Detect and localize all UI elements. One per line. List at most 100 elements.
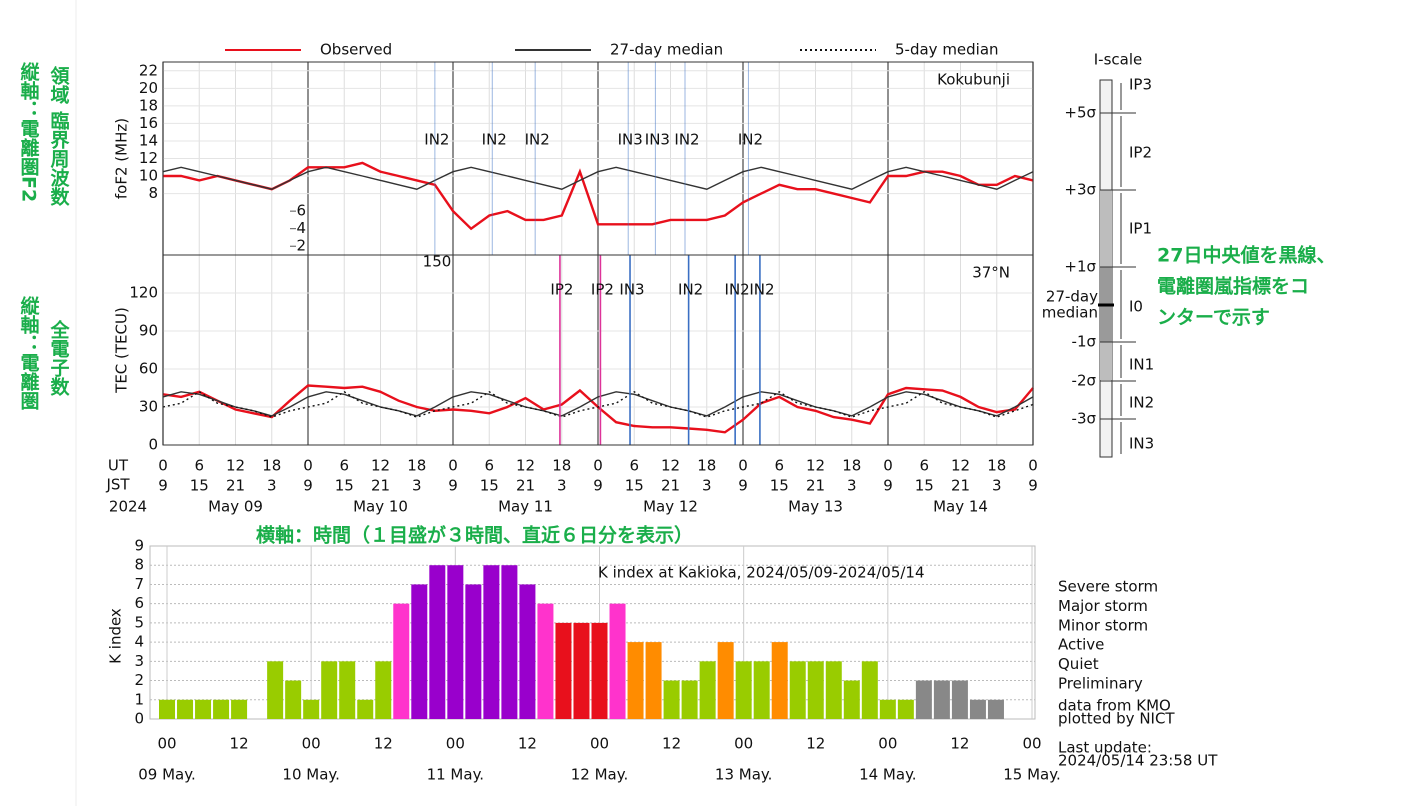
bar bbox=[645, 642, 662, 719]
x-tick-label-jst: 9 bbox=[738, 477, 748, 495]
x-tick-label-jst: 3 bbox=[992, 477, 1002, 495]
y-tick-label: 5 bbox=[134, 613, 144, 631]
y-tick-label: 30 bbox=[139, 398, 158, 416]
bar bbox=[321, 661, 338, 719]
x-tick-label: 00 bbox=[446, 735, 465, 753]
x-tick-label: 6 bbox=[919, 457, 929, 475]
y-tick-label: 60 bbox=[139, 360, 158, 378]
x-tick-label: 18 bbox=[262, 457, 281, 475]
scale-max-label: 150 bbox=[423, 253, 452, 271]
y-tick-label: 6 bbox=[134, 594, 144, 612]
y-tick-label: 4 bbox=[296, 219, 306, 237]
jp-annotation: 縦軸：電離圏F2 bbox=[18, 61, 40, 202]
x-tick-label: 12 bbox=[806, 457, 825, 475]
x-tick-label: 12 bbox=[806, 735, 825, 753]
bar bbox=[591, 622, 608, 719]
note: Last update: bbox=[1058, 739, 1152, 757]
bar bbox=[393, 603, 410, 719]
x-tick-label: 12 bbox=[950, 735, 969, 753]
x-tick-label-jst: 3 bbox=[847, 477, 857, 495]
index-label: I0 bbox=[1129, 298, 1143, 316]
index-label: IP3 bbox=[1129, 76, 1152, 94]
x-tick-label: 18 bbox=[987, 457, 1006, 475]
y-tick-label: 0 bbox=[148, 436, 158, 454]
x-tick-label: 12 bbox=[951, 457, 970, 475]
y-tick-label: 20 bbox=[139, 79, 158, 97]
bar bbox=[177, 699, 194, 719]
date-label: 14 May. bbox=[859, 766, 917, 784]
bar bbox=[663, 680, 680, 719]
legend-label: Preliminary bbox=[1058, 675, 1143, 693]
jp-annotation: 縦軸：電離圏 bbox=[18, 295, 40, 411]
x-tick-label: 12 bbox=[661, 457, 680, 475]
x-tick-label: 6 bbox=[484, 457, 494, 475]
y-tick-label: 2 bbox=[134, 671, 144, 689]
x-tick-label: 6 bbox=[339, 457, 349, 475]
y-tick-label: 90 bbox=[139, 322, 158, 340]
date-label: 09 May. bbox=[138, 766, 196, 784]
event-label: IN3 bbox=[645, 131, 670, 149]
bar bbox=[375, 661, 392, 719]
x-tick-label: 00 bbox=[302, 735, 321, 753]
bar bbox=[195, 699, 212, 719]
x-tick-label: 00 bbox=[878, 735, 897, 753]
y-tick-label: 16 bbox=[139, 114, 158, 132]
bar bbox=[609, 603, 626, 719]
x-tick-label: 0 bbox=[448, 457, 458, 475]
x-tick-label-jst: 9 bbox=[593, 477, 603, 495]
bar bbox=[897, 699, 914, 719]
x-tick-label: 12 bbox=[516, 457, 535, 475]
legend-label: Major storm bbox=[1058, 597, 1148, 615]
bar bbox=[231, 699, 248, 719]
x-tick-label-jst: 21 bbox=[661, 477, 680, 495]
event-label: IP2 bbox=[550, 281, 573, 299]
series-line bbox=[163, 161, 1034, 231]
x-tick-label-jst: 9 bbox=[303, 477, 313, 495]
y-tick-label: 9 bbox=[134, 537, 144, 555]
x-tick-label: 18 bbox=[407, 457, 426, 475]
bar bbox=[519, 584, 536, 719]
jp-annotation: 領域 臨界周波数 bbox=[48, 65, 70, 207]
bar bbox=[303, 699, 320, 719]
bar bbox=[213, 699, 230, 719]
y-tick-label: 2 bbox=[296, 237, 306, 255]
axis-caption: UT bbox=[108, 457, 129, 475]
bar bbox=[339, 661, 356, 719]
y-tick-label: 4 bbox=[134, 633, 144, 651]
date-label: May 14 bbox=[933, 498, 988, 516]
x-tick-label: 0 bbox=[883, 457, 893, 475]
series-line bbox=[162, 391, 1034, 417]
jp-annotation: 横軸：時間（１目盛が３時間、直近６日分を表示） bbox=[256, 524, 693, 547]
event-label: IN3 bbox=[618, 131, 643, 149]
bar bbox=[735, 661, 752, 719]
jp-annotation: ンターで示す bbox=[1157, 307, 1270, 329]
jp-annotation: 全電子数 bbox=[48, 319, 71, 397]
x-tick-label: 12 bbox=[371, 457, 390, 475]
x-tick-label-jst: 3 bbox=[267, 477, 277, 495]
x-tick-label: 12 bbox=[374, 735, 393, 753]
event-label: IN2 bbox=[482, 131, 507, 149]
y-tick-label: 0 bbox=[134, 710, 144, 728]
y-tick-label: 10 bbox=[139, 167, 158, 185]
x-tick-label: 6 bbox=[194, 457, 204, 475]
date-label: 10 May. bbox=[282, 766, 340, 784]
bar bbox=[501, 565, 518, 719]
bar bbox=[861, 661, 878, 719]
x-tick-label: 0 bbox=[303, 457, 313, 475]
y-tick-label: 6 bbox=[296, 202, 306, 220]
note: plotted by NICT bbox=[1058, 710, 1175, 728]
x-tick-label-jst: 3 bbox=[412, 477, 422, 495]
note: 2024/05/14 23:58 UT bbox=[1058, 752, 1218, 770]
x-tick-label-jst: 15 bbox=[770, 477, 789, 495]
bar bbox=[411, 584, 428, 719]
bar bbox=[681, 680, 698, 719]
event-label: IN2 bbox=[725, 281, 750, 299]
bar bbox=[771, 642, 788, 719]
x-tick-label-jst: 9 bbox=[448, 477, 458, 495]
x-tick-label-jst: 9 bbox=[883, 477, 893, 495]
date-label: 13 May. bbox=[715, 766, 773, 784]
bar bbox=[987, 699, 1004, 719]
level-label: -2σ bbox=[1072, 372, 1097, 390]
event-label: IN2 bbox=[525, 131, 550, 149]
event-label: IN2 bbox=[678, 281, 703, 299]
